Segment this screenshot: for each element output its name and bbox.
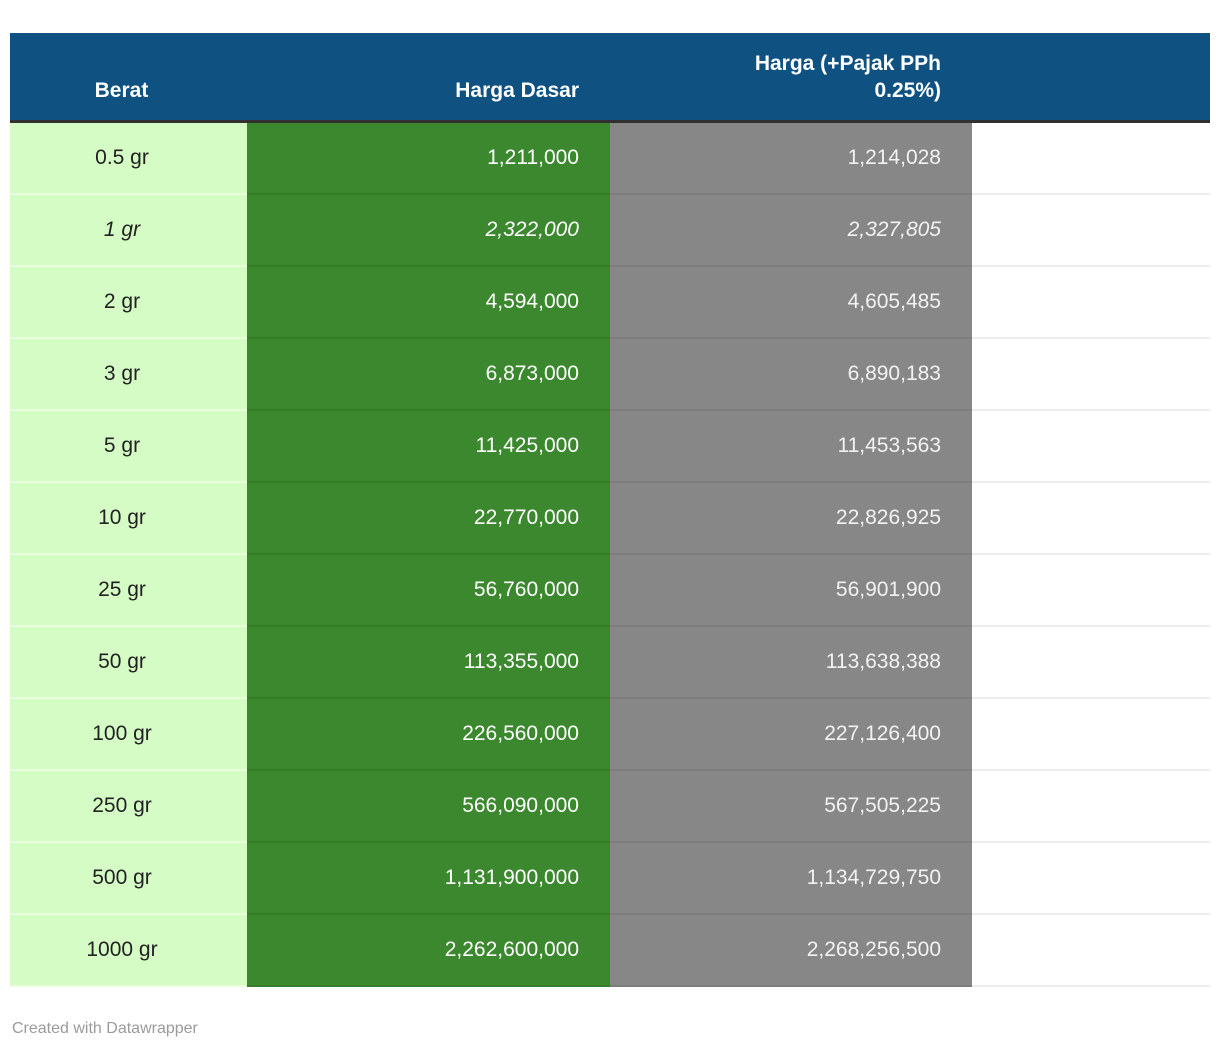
cell-harga-dasar: 2,262,600,000 — [247, 913, 610, 987]
cell-berat: 1000 gr — [10, 913, 247, 987]
cell-harga-dasar: 6,873,000 — [247, 337, 610, 411]
cell-empty — [972, 697, 1210, 771]
cell-harga-pajak: 11,453,563 — [610, 409, 972, 483]
cell-harga-dasar: 11,425,000 — [247, 409, 610, 483]
cell-harga-dasar: 56,760,000 — [247, 553, 610, 627]
cell-empty — [972, 625, 1210, 699]
table-row: 0.5 gr 1,211,000 1,214,028 — [10, 121, 1210, 195]
cell-harga-dasar: 1,211,000 — [247, 121, 610, 195]
cell-berat: 3 gr — [10, 337, 247, 411]
table-row: 500 gr 1,131,900,000 1,134,729,750 — [10, 841, 1210, 915]
column-header-harga-pajak: Harga (+Pajak PPh 0.25%) — [610, 33, 972, 123]
cell-harga-pajak: 227,126,400 — [610, 697, 972, 771]
table-row: 10 gr 22,770,000 22,826,925 — [10, 481, 1210, 555]
column-header-empty — [972, 33, 1210, 123]
cell-berat: 50 gr — [10, 625, 247, 699]
table-row: 1 gr 2,322,000 2,327,805 — [10, 193, 1210, 267]
cell-harga-pajak: 2,327,805 — [610, 193, 972, 267]
table-row: 25 gr 56,760,000 56,901,900 — [10, 553, 1210, 627]
column-header-harga-dasar: Harga Dasar — [247, 33, 610, 123]
cell-berat: 0.5 gr — [10, 121, 247, 195]
cell-empty — [972, 409, 1210, 483]
table-row: 50 gr 113,355,000 113,638,388 — [10, 625, 1210, 699]
cell-berat: 500 gr — [10, 841, 247, 915]
cell-harga-dasar: 2,322,000 — [247, 193, 610, 267]
cell-berat: 10 gr — [10, 481, 247, 555]
cell-empty — [972, 769, 1210, 843]
cell-empty — [972, 481, 1210, 555]
cell-harga-dasar: 22,770,000 — [247, 481, 610, 555]
cell-berat: 2 gr — [10, 265, 247, 339]
cell-empty — [972, 913, 1210, 987]
table-body: 0.5 gr 1,211,000 1,214,028 1 gr 2,322,00… — [10, 121, 1210, 987]
cell-harga-dasar: 226,560,000 — [247, 697, 610, 771]
cell-harga-dasar: 1,131,900,000 — [247, 841, 610, 915]
cell-harga-pajak: 2,268,256,500 — [610, 913, 972, 987]
header-row: Berat Harga Dasar Harga (+Pajak PPh 0.25… — [10, 33, 1210, 123]
cell-harga-pajak: 1,214,028 — [610, 121, 972, 195]
cell-empty — [972, 121, 1210, 195]
cell-harga-pajak: 1,134,729,750 — [610, 841, 972, 915]
table-row: 5 gr 11,425,000 11,453,563 — [10, 409, 1210, 483]
table-row: 2 gr 4,594,000 4,605,485 — [10, 265, 1210, 339]
cell-harga-pajak: 22,826,925 — [610, 481, 972, 555]
cell-berat: 5 gr — [10, 409, 247, 483]
cell-harga-dasar: 4,594,000 — [247, 265, 610, 339]
table-row: 250 gr 566,090,000 567,505,225 — [10, 769, 1210, 843]
table-row: 100 gr 226,560,000 227,126,400 — [10, 697, 1210, 771]
cell-harga-pajak: 567,505,225 — [610, 769, 972, 843]
datawrapper-credit: Created with Datawrapper — [12, 1019, 198, 1037]
cell-empty — [972, 265, 1210, 339]
cell-berat: 250 gr — [10, 769, 247, 843]
cell-empty — [972, 193, 1210, 267]
cell-empty — [972, 553, 1210, 627]
cell-harga-pajak: 113,638,388 — [610, 625, 972, 699]
cell-harga-pajak: 4,605,485 — [610, 265, 972, 339]
price-table: Berat Harga Dasar Harga (+Pajak PPh 0.25… — [10, 33, 1210, 987]
table-row: 3 gr 6,873,000 6,890,183 — [10, 337, 1210, 411]
cell-empty — [972, 841, 1210, 915]
cell-harga-pajak: 6,890,183 — [610, 337, 972, 411]
cell-harga-pajak: 56,901,900 — [610, 553, 972, 627]
table-row: 1000 gr 2,262,600,000 2,268,256,500 — [10, 913, 1210, 987]
cell-empty — [972, 337, 1210, 411]
cell-berat: 1 gr — [10, 193, 247, 267]
cell-harga-dasar: 113,355,000 — [247, 625, 610, 699]
column-header-berat: Berat — [10, 33, 247, 123]
cell-berat: 25 gr — [10, 553, 247, 627]
cell-berat: 100 gr — [10, 697, 247, 771]
table-header: Berat Harga Dasar Harga (+Pajak PPh 0.25… — [10, 33, 1210, 123]
cell-harga-dasar: 566,090,000 — [247, 769, 610, 843]
